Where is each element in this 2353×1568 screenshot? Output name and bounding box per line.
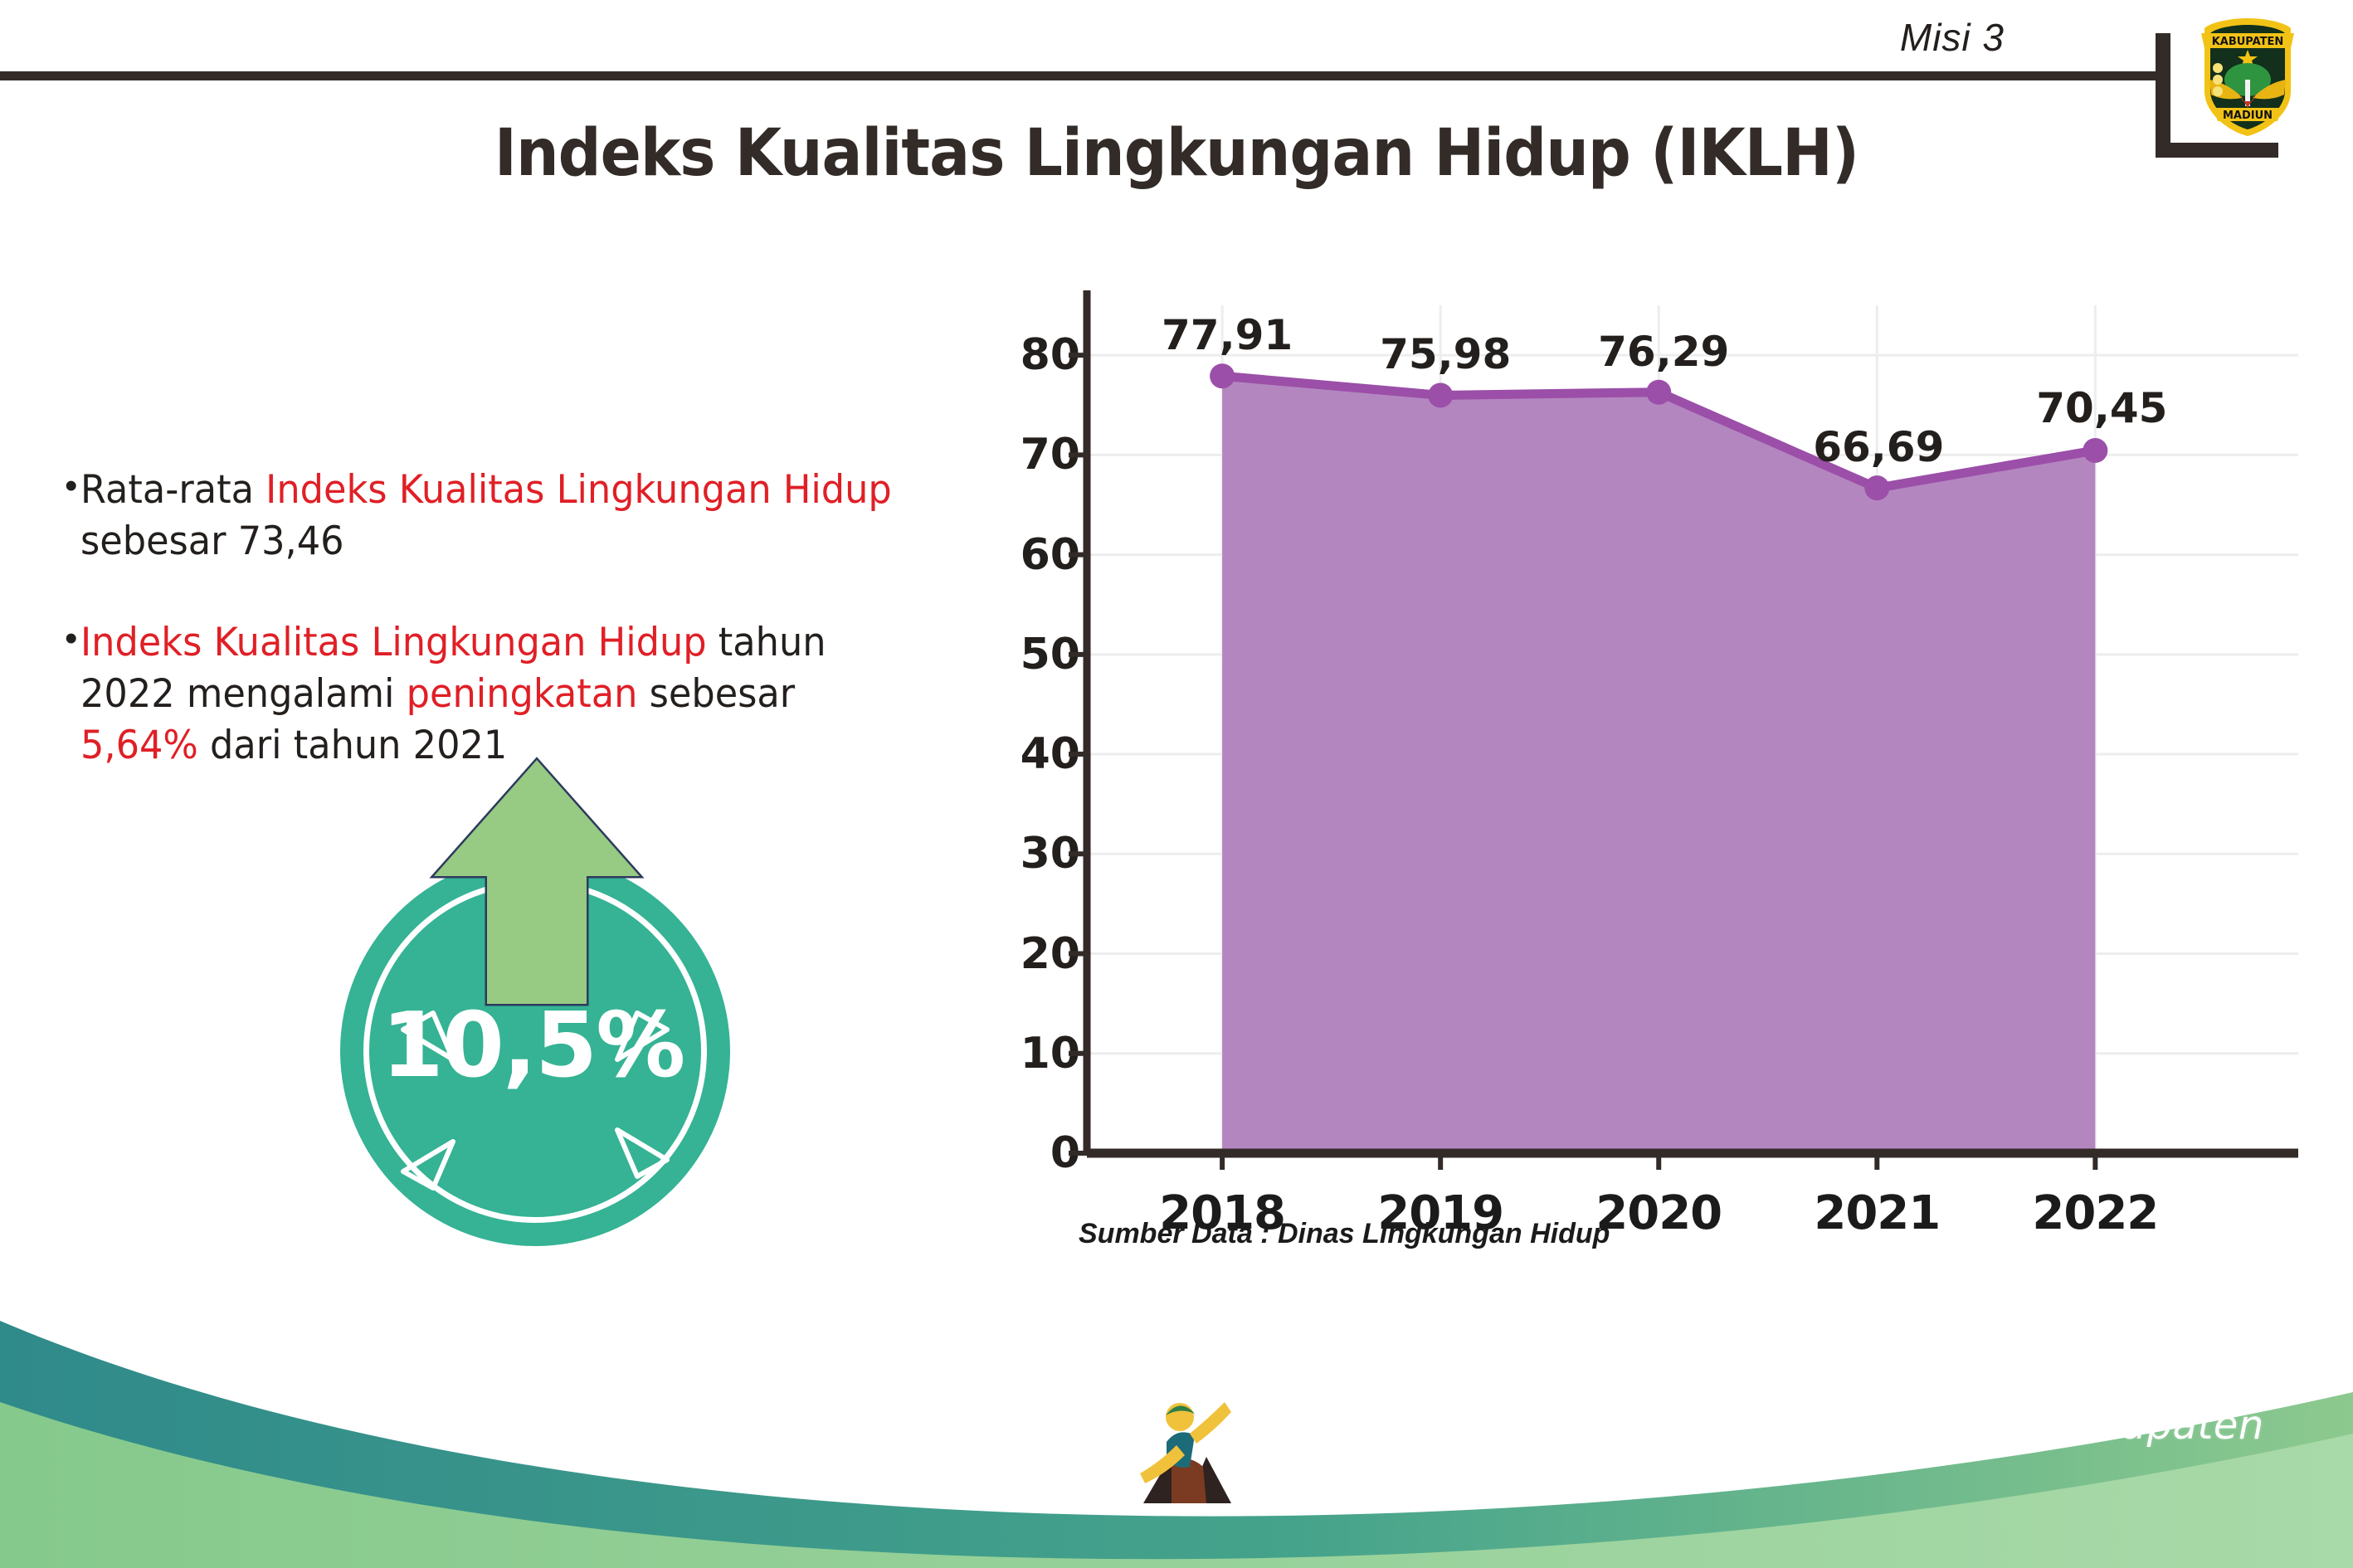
data-point-label: 66,69	[1813, 423, 1945, 472]
page-title: Indeks Kualitas Lingkungan Hidup (IKLH)	[494, 116, 1859, 191]
x-axis-tick-label: 2020	[1595, 1186, 1722, 1240]
svg-text:MADIUN: MADIUN	[2223, 110, 2273, 122]
corner-arrow-bottom-right-icon	[615, 1127, 670, 1179]
bullet-segment: tahun 2022 mengalami	[80, 620, 826, 718]
corner-arrow-bottom-left-icon	[401, 1139, 455, 1191]
svg-text:KABUPATEN: KABUPATEN	[2212, 36, 2284, 48]
iklh-area-chart: 0 10 20 30 40 50 60 70 80 77,91 75,98 76,29 66,69 70…	[979, 282, 2307, 1240]
list-item: • Rata-rata Indeks Kualitas Lingkungan H…	[65, 465, 944, 567]
bullet-segment-highlight: 5,64%	[80, 723, 199, 769]
footer-caption: Media Infografis Data Statistik Sektoral…	[1236, 1402, 2264, 1495]
bullet-segment-highlight: Indeks Kualitas Lingkungan Hidup	[80, 620, 708, 666]
header-rule	[0, 71, 2157, 80]
data-point-label: 76,29	[1598, 327, 1730, 376]
x-axis-tick-label: 2021	[1814, 1186, 1941, 1240]
footer-band: Media Infografis Data Statistik Sektoral…	[0, 1294, 2353, 1568]
bullet-text: Indeks Kualitas Lingkungan Hidup tahun 2…	[80, 617, 901, 772]
corner-arrow-top-right-icon	[615, 1010, 670, 1062]
badge-value: 10,5%	[381, 994, 686, 1098]
data-point-label: 75,98	[1380, 330, 1512, 379]
bullet-marker: •	[65, 465, 78, 506]
data-point-label: 70,45	[2036, 383, 2168, 432]
bullet-marker: •	[65, 618, 78, 660]
header-bracket	[2156, 33, 2278, 158]
bullet-text: Rata-rata Indeks Kualitas Lingkungan Hid…	[80, 465, 901, 567]
up-arrow-icon	[429, 757, 645, 1006]
bullet-segment-highlight: Indeks Kualitas Lingkungan Hidup	[266, 467, 893, 513]
bullet-segment: dari tahun 2021	[198, 723, 508, 769]
media-infografis-logo-icon	[1140, 1402, 1231, 1503]
x-axis-tick-label: 2019	[1377, 1186, 1504, 1240]
kabupaten-madiun-crest-icon: KABUPATEN MADIUN	[2201, 18, 2294, 136]
source-note: Sumber Data : Dinas Lingkungan Hidup	[1079, 1218, 1610, 1249]
increase-badge: 10,5%	[317, 755, 748, 1246]
footer-wave-graphic	[0, 1321, 2353, 1568]
data-point-label: 77,91	[1162, 311, 1293, 360]
mission-label: Misi 3	[1899, 16, 2005, 59]
bullet-list: • Rata-rata Indeks Kualitas Lingkungan H…	[65, 465, 944, 821]
bullet-segment-highlight: peningkatan	[407, 671, 638, 718]
list-item: • Indeks Kualitas Lingkungan Hidup tahun…	[65, 617, 944, 772]
corner-arrow-top-left-icon	[401, 1010, 455, 1062]
x-axis-tick-label: 2018	[1159, 1186, 1286, 1240]
x-axis-tick-label: 2022	[2032, 1186, 2159, 1240]
bullet-segment: sebesar	[637, 671, 796, 718]
chart-plot-area	[1069, 290, 2298, 1170]
bullet-segment: Rata-rata	[80, 467, 266, 513]
bullet-segment: sebesar 73,46	[80, 519, 344, 565]
